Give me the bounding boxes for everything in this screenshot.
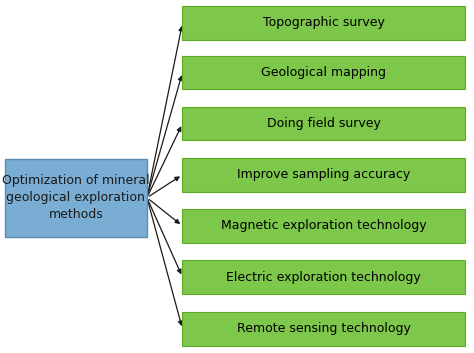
FancyBboxPatch shape xyxy=(182,107,465,140)
FancyBboxPatch shape xyxy=(182,261,465,294)
Text: Topographic survey: Topographic survey xyxy=(263,17,384,29)
FancyBboxPatch shape xyxy=(182,209,465,243)
Text: Doing field survey: Doing field survey xyxy=(266,117,381,130)
FancyBboxPatch shape xyxy=(182,6,465,40)
FancyBboxPatch shape xyxy=(182,55,465,89)
Text: Remote sensing technology: Remote sensing technology xyxy=(237,323,410,335)
FancyBboxPatch shape xyxy=(182,158,465,191)
Text: Geological mapping: Geological mapping xyxy=(261,66,386,79)
FancyBboxPatch shape xyxy=(182,312,465,346)
Text: Optimization of mineral
geological exploration
methods: Optimization of mineral geological explo… xyxy=(2,174,150,221)
Text: Improve sampling accuracy: Improve sampling accuracy xyxy=(237,168,410,181)
Text: Electric exploration technology: Electric exploration technology xyxy=(226,271,421,283)
FancyBboxPatch shape xyxy=(5,159,147,237)
Text: Magnetic exploration technology: Magnetic exploration technology xyxy=(221,220,426,232)
